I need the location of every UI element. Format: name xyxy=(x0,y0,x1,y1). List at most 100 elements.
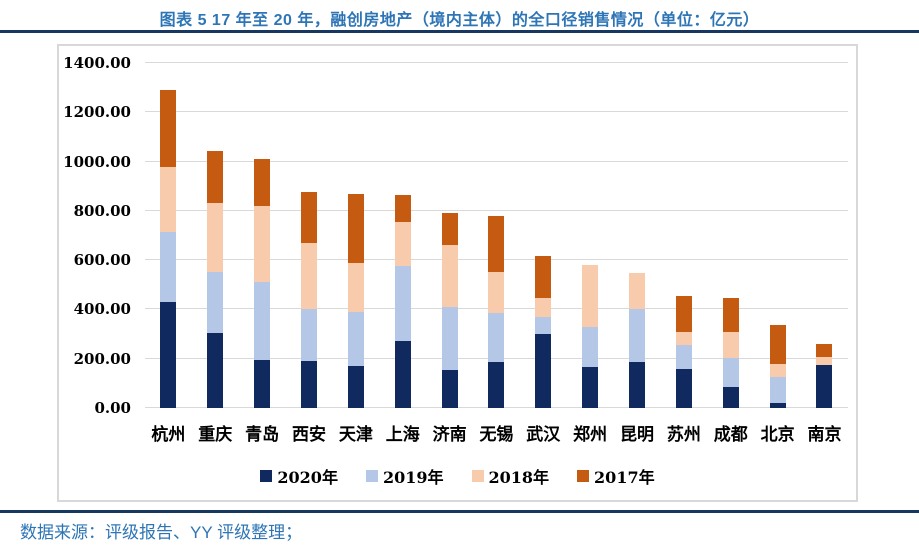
bar-segment xyxy=(629,362,646,408)
bar-slot xyxy=(145,63,192,408)
legend-marker xyxy=(471,470,484,482)
x-axis-label: 上海 xyxy=(385,425,420,445)
bottom-divider xyxy=(0,510,919,513)
stacked-bar xyxy=(582,265,599,408)
bar-segment xyxy=(347,366,364,408)
legend-label: 2019年 xyxy=(382,468,444,487)
x-axis-label: 北京 xyxy=(760,425,795,445)
bar-segment xyxy=(441,306,458,370)
y-axis-label: 1400.00 xyxy=(63,54,131,72)
bar-slot xyxy=(192,63,239,408)
bar-segment xyxy=(254,159,271,206)
bar-segment xyxy=(722,298,739,332)
x-axis-label: 济南 xyxy=(432,425,467,445)
legend: 2020年 2019年 2018年 2017年 xyxy=(59,464,856,488)
plot-area xyxy=(145,62,848,408)
bar-segment xyxy=(488,313,505,363)
x-axis-label: 无锡 xyxy=(479,425,514,445)
bar-segment xyxy=(254,282,271,360)
stacked-bar xyxy=(394,194,411,408)
bar-slot xyxy=(473,63,520,408)
x-axis-label: 天津 xyxy=(338,425,373,445)
legend-item: 2020年 xyxy=(260,464,338,488)
bar-segment xyxy=(488,362,505,408)
legend-label: 2018年 xyxy=(488,468,550,487)
bar-segment xyxy=(207,272,224,333)
bar-segment xyxy=(535,256,552,299)
legend-marker xyxy=(577,470,590,482)
grid-line xyxy=(145,111,848,113)
bar-slot xyxy=(614,63,661,408)
y-axis-label: 1200.00 xyxy=(63,103,131,122)
x-axis-label: 昆明 xyxy=(620,425,655,445)
bar-segment xyxy=(441,369,458,408)
bar-slot xyxy=(520,63,567,408)
stacked-bar xyxy=(722,298,739,408)
bar-segment xyxy=(769,403,786,408)
bar-segment xyxy=(769,377,786,404)
stacked-bar xyxy=(347,193,364,408)
y-axis-label: 600.00 xyxy=(73,251,131,270)
bar-segment xyxy=(722,387,739,408)
legend-label: 2017年 xyxy=(594,468,655,487)
legend-item: 2017年 xyxy=(577,464,655,488)
grid-line xyxy=(145,209,848,211)
bar-segment xyxy=(301,309,317,362)
x-axis-label: 武汉 xyxy=(526,425,561,445)
top-divider xyxy=(0,30,919,33)
bar-slot xyxy=(379,63,426,408)
bar-slot xyxy=(801,63,848,408)
stacked-bar xyxy=(816,343,833,408)
chart-title: 图表 5 17 年至 20 年，融创房地产（境内主体）的全口径销售情况（单位：亿… xyxy=(159,12,760,29)
stacked-bar xyxy=(254,159,271,408)
bar-segment xyxy=(629,272,646,310)
y-axis-label: 1000.00 xyxy=(63,152,131,171)
bar-segment xyxy=(347,311,364,367)
legend-marker xyxy=(260,470,273,482)
bar-slot xyxy=(286,63,333,408)
stacked-bar xyxy=(629,272,646,408)
bar-slot xyxy=(426,63,473,408)
stacked-bar xyxy=(675,295,692,408)
bar-slot xyxy=(660,63,707,408)
bar-segment xyxy=(301,361,317,408)
bar-slot xyxy=(332,63,379,408)
bar-slot xyxy=(239,63,286,408)
bar-segment xyxy=(441,245,458,307)
x-axis-label: 青岛 xyxy=(245,425,280,445)
bar-segment xyxy=(722,331,739,358)
bar-segment xyxy=(816,364,833,408)
bar-segment xyxy=(582,265,599,327)
x-axis-label: 杭州 xyxy=(151,425,186,445)
bar-segment xyxy=(254,359,271,408)
bar-segment xyxy=(394,221,411,267)
legend-item: 2019年 xyxy=(365,464,444,488)
bar-segment xyxy=(254,205,271,283)
stacked-bar xyxy=(488,215,505,408)
bar-segment xyxy=(160,90,177,167)
bar-segment xyxy=(441,213,458,246)
bar-segment xyxy=(769,363,786,378)
grid-line xyxy=(145,62,848,63)
bar-segment xyxy=(535,334,552,408)
bar-segment xyxy=(347,193,364,263)
bar-segment xyxy=(207,203,224,273)
bar-segment xyxy=(629,309,646,363)
y-axis-label: 200.00 xyxy=(73,349,131,368)
bar-segment xyxy=(816,343,833,358)
bar-segment xyxy=(675,368,692,408)
stacked-bar xyxy=(535,256,552,408)
bar-segment xyxy=(347,262,364,312)
y-axis-label: 400.00 xyxy=(73,300,131,319)
bar-segment xyxy=(394,341,411,408)
bar-segment xyxy=(488,215,505,273)
bar-segment xyxy=(488,272,505,314)
bar-segment xyxy=(160,302,177,408)
bar-segment xyxy=(769,325,786,364)
x-axis-label: 西安 xyxy=(292,425,326,445)
x-axis-label: 郑州 xyxy=(573,425,608,445)
bar-segment xyxy=(582,367,599,408)
stacked-bar xyxy=(207,150,224,408)
bar-segment xyxy=(722,357,739,388)
bar-segment xyxy=(160,166,177,232)
